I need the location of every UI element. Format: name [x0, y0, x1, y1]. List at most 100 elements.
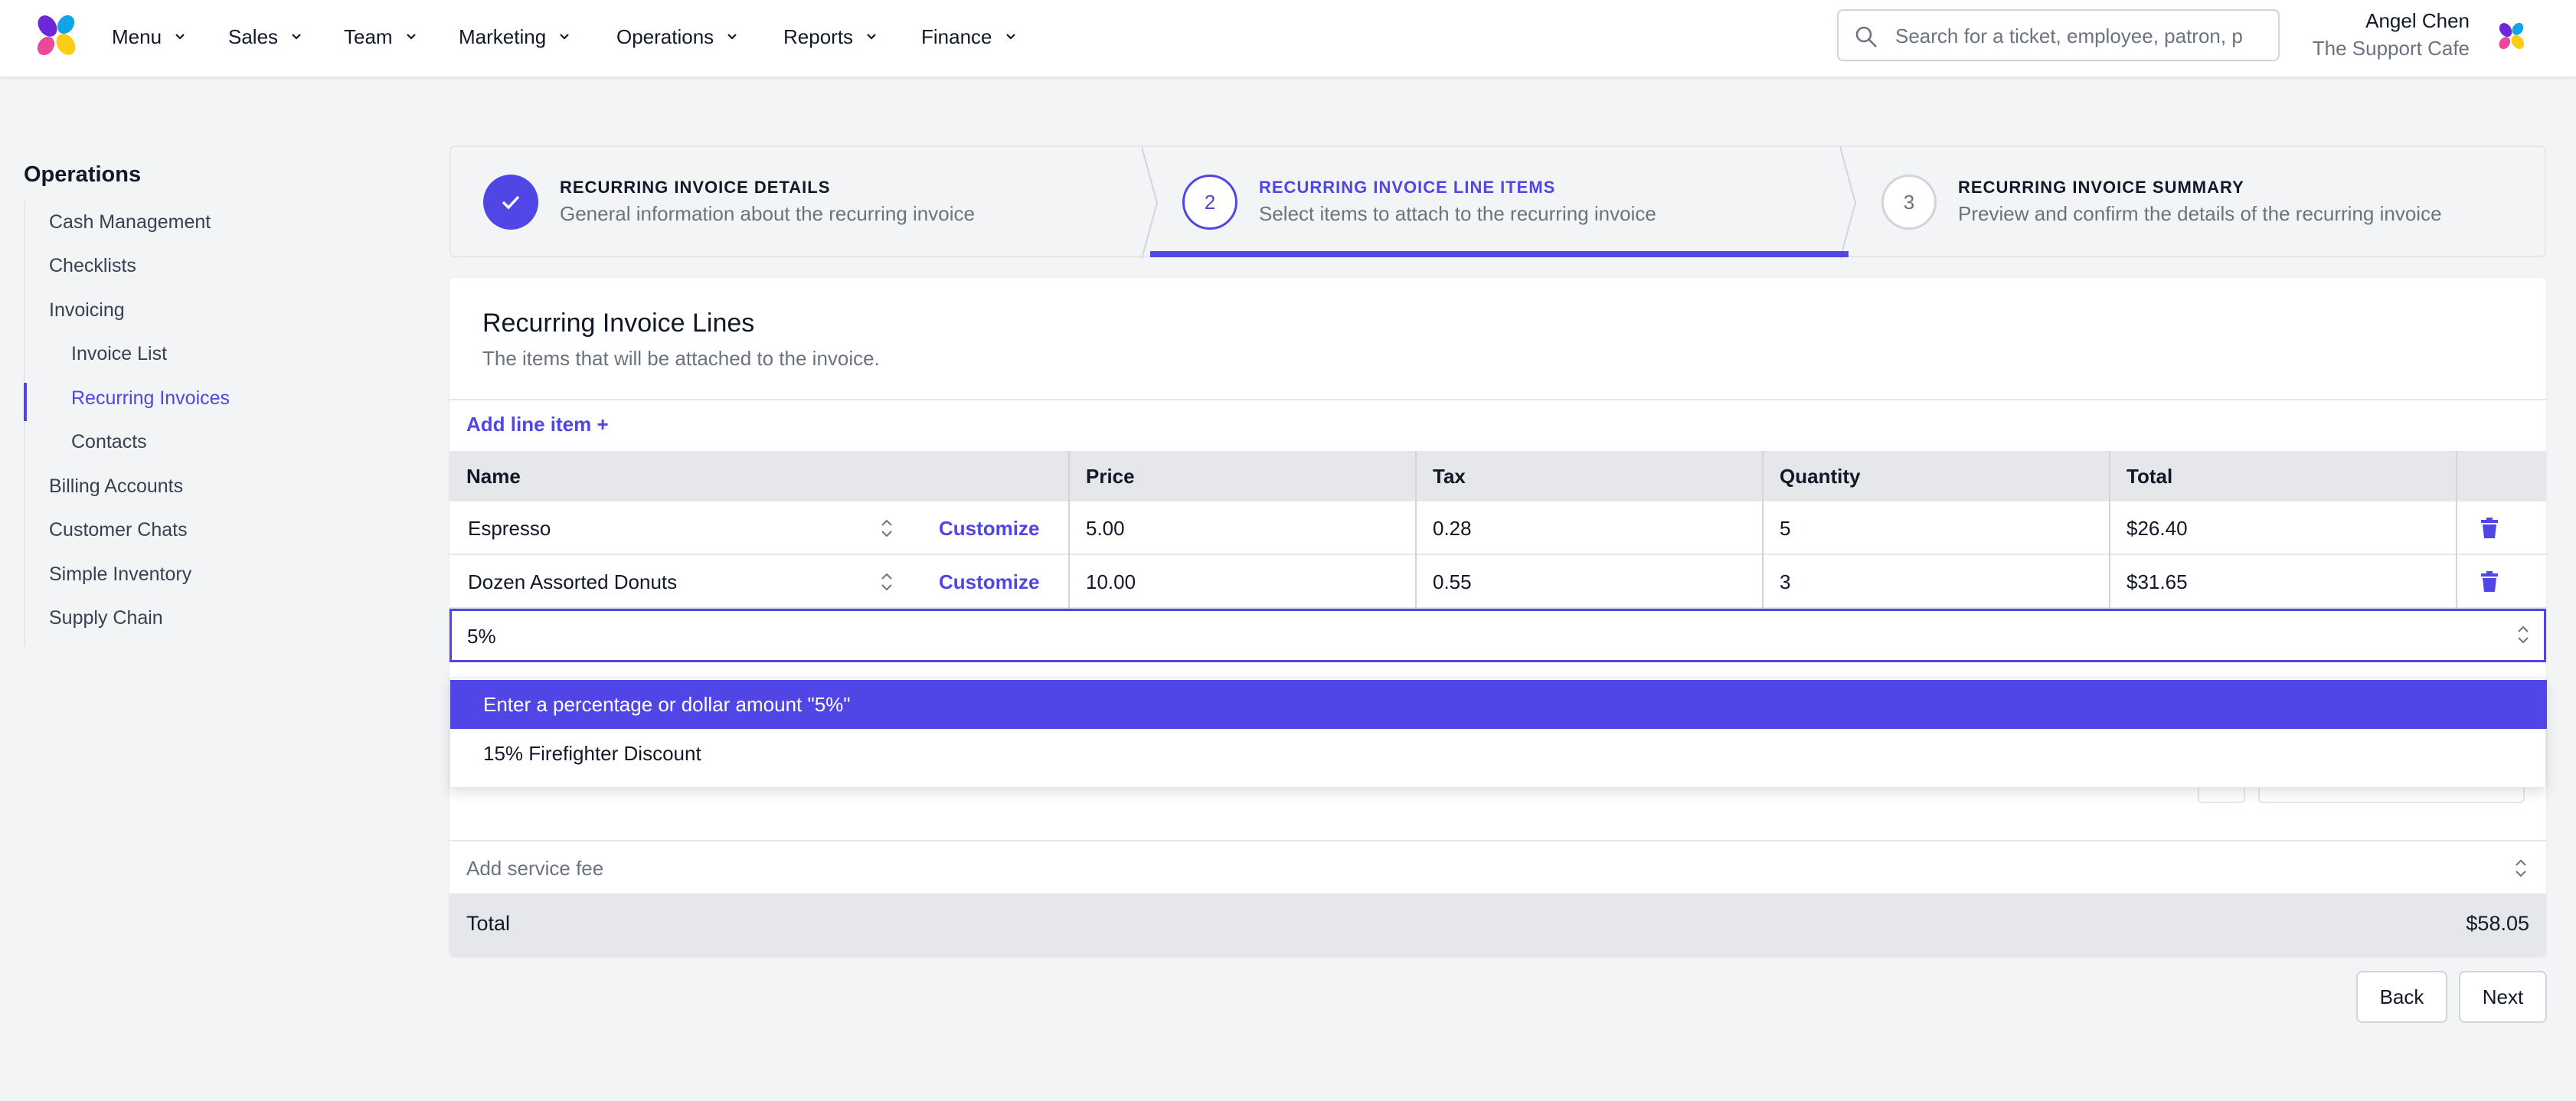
dropdown-option-firefighter-discount[interactable]: 15% Firefighter Discount — [483, 741, 701, 765]
step-line-items[interactable]: 2 RECURRING INVOICE LINE ITEMS Select it… — [1150, 147, 1849, 259]
column-divider — [2109, 451, 2110, 609]
sidebar-item-invoicing[interactable]: Invoicing — [49, 299, 125, 321]
line-total: $31.65 — [2127, 570, 2188, 593]
discount-options-dropdown: Enter a percentage or dollar amount "5%"… — [449, 678, 2547, 788]
total-label: Total — [466, 912, 511, 935]
quantity-input[interactable]: 3 — [1780, 570, 1791, 593]
tax-input[interactable]: 0.55 — [1433, 570, 1472, 593]
nav-marketing-label: Marketing — [459, 25, 547, 48]
search-icon — [1855, 26, 1877, 47]
trash-icon[interactable] — [2479, 517, 2500, 540]
customize-button[interactable]: Customize — [939, 570, 1040, 593]
step-separator — [1840, 147, 1857, 259]
sidebar-item-supply-chain[interactable]: Supply Chain — [49, 607, 163, 629]
chevron-down-icon — [727, 34, 737, 40]
step-complete-indicator — [483, 175, 538, 230]
column-header-total: Total — [2127, 465, 2173, 488]
table-header: Name Price Tax Quantity Total — [449, 451, 2546, 501]
nav-sales-label: Sales — [228, 25, 279, 48]
next-button[interactable]: Next — [2459, 971, 2547, 1023]
sidebar-item-checklists[interactable]: Checklists — [49, 255, 136, 276]
account-logo-icon[interactable] — [2496, 20, 2528, 52]
quantity-input[interactable]: 5 — [1780, 517, 1791, 540]
discount-combobox[interactable] — [449, 609, 2546, 662]
trash-icon[interactable] — [2479, 570, 2500, 593]
select-updown-icon[interactable] — [878, 570, 895, 593]
sidebar-item-contacts[interactable]: Contacts — [71, 431, 147, 452]
user-name: Angel Chen — [2365, 9, 2470, 32]
table-row: Espresso Customize 5.00 0.28 5 $26.40 — [449, 501, 2546, 555]
search-box[interactable] — [1837, 9, 2280, 61]
column-header-name: Name — [466, 465, 521, 488]
item-name-select[interactable]: Dozen Assorted Donuts — [468, 570, 678, 593]
column-header-quantity: Quantity — [1780, 465, 1861, 488]
tax-input[interactable]: 0.28 — [1433, 517, 1472, 540]
price-input[interactable]: 10.00 — [1086, 570, 1136, 593]
column-divider — [1068, 451, 1070, 609]
nav-finance[interactable]: Finance — [921, 21, 1018, 52]
select-updown-icon[interactable] — [2515, 623, 2532, 646]
step-title: RECURRING INVOICE DETAILS — [560, 178, 831, 197]
step-description: General information about the recurring … — [560, 202, 975, 225]
step-details[interactable]: RECURRING INVOICE DETAILS General inform… — [451, 147, 1149, 259]
column-header-tax: Tax — [1433, 465, 1466, 488]
sidebar-item-cash-management[interactable]: Cash Management — [49, 211, 211, 233]
sidebar-item-customer-chats[interactable]: Customer Chats — [49, 519, 188, 541]
total-value: $58.05 — [2466, 912, 2529, 935]
step-summary[interactable]: 3 RECURRING INVOICE SUMMARY Preview and … — [1849, 147, 2546, 259]
select-updown-icon[interactable] — [2512, 857, 2529, 880]
nav-team-label: Team — [344, 25, 393, 48]
chevron-down-icon — [175, 34, 185, 40]
service-fee-select[interactable]: Add service fee — [449, 840, 2546, 894]
card-subtitle: The items that will be attached to the i… — [482, 347, 880, 370]
chevron-down-icon — [292, 34, 301, 40]
nav-team[interactable]: Team — [344, 21, 419, 52]
column-divider — [1415, 451, 1417, 609]
column-header-price: Price — [1086, 465, 1135, 488]
price-input[interactable]: 5.00 — [1086, 517, 1125, 540]
item-name-select[interactable]: Espresso — [468, 517, 551, 540]
step-description: Preview and confirm the details of the r… — [1958, 202, 2442, 225]
nav-reports-label: Reports — [783, 25, 854, 48]
step-number: 3 — [1881, 175, 1937, 230]
nav-menu[interactable]: Menu — [112, 21, 188, 52]
step-title: RECURRING INVOICE SUMMARY — [1958, 178, 2244, 197]
nav-operations[interactable]: Operations — [616, 21, 740, 52]
column-divider — [2456, 451, 2457, 609]
nav-menu-label: Menu — [112, 25, 162, 48]
total-row: Total $58.05 — [449, 894, 2546, 956]
sidebar-item-recurring-invoices[interactable]: Recurring Invoices — [71, 387, 230, 409]
customize-button[interactable]: Customize — [939, 517, 1040, 540]
step-title: RECURRING INVOICE LINE ITEMS — [1259, 178, 1556, 197]
divider — [449, 399, 2546, 400]
back-button[interactable]: Back — [2356, 971, 2447, 1023]
sidebar-item-simple-inventory[interactable]: Simple Inventory — [49, 564, 192, 585]
nav-sales[interactable]: Sales — [228, 21, 304, 52]
nav-reports[interactable]: Reports — [783, 21, 879, 52]
step-separator — [1142, 147, 1159, 259]
discount-input[interactable] — [467, 622, 2458, 651]
sidebar-title: Operations — [24, 162, 142, 187]
check-icon — [502, 195, 520, 210]
sidebar-item-billing-accounts[interactable]: Billing Accounts — [49, 475, 184, 497]
top-navigation-bar: Menu Sales Team Marketing Operations Rep… — [0, 0, 2576, 78]
column-divider — [1762, 451, 1764, 609]
step-description: Select items to attach to the recurring … — [1259, 202, 1656, 225]
select-updown-icon[interactable] — [878, 517, 895, 540]
line-total: $26.40 — [2127, 517, 2188, 540]
nav-operations-label: Operations — [616, 25, 714, 48]
table-row: Dozen Assorted Donuts Customize 10.00 0.… — [449, 555, 2546, 609]
card-title: Recurring Invoice Lines — [482, 309, 755, 338]
step-number: 2 — [1182, 175, 1237, 230]
current-step-underline — [1150, 251, 1849, 257]
chevron-down-icon — [406, 34, 416, 40]
nav-marketing[interactable]: Marketing — [459, 21, 572, 52]
app-logo-icon[interactable] — [32, 11, 81, 60]
add-line-item-button[interactable]: Add line item + — [466, 413, 609, 436]
user-organization: The Support Cafe — [2312, 37, 2470, 60]
sidebar-item-invoice-list[interactable]: Invoice List — [71, 343, 168, 364]
dropdown-option-custom-amount[interactable]: Enter a percentage or dollar amount "5%" — [450, 680, 2547, 729]
invoice-lines-card: Recurring Invoice Lines The items that w… — [449, 278, 2547, 956]
chevron-down-icon — [560, 34, 569, 40]
search-input[interactable] — [1895, 20, 2263, 52]
